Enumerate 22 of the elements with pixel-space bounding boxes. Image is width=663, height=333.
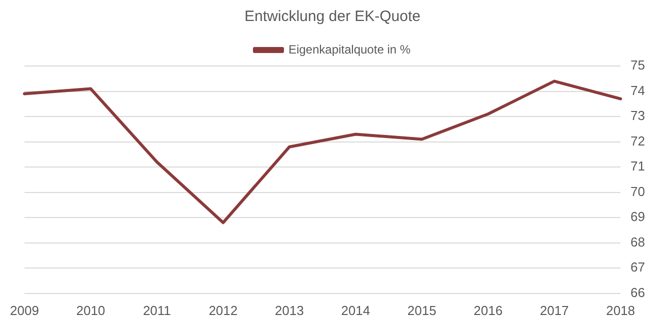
y-tick-label: 68 (630, 234, 646, 250)
x-tick-label: 2010 (76, 302, 106, 318)
x-tick-label: 2009 (10, 302, 39, 318)
y-tick-label: 66 (630, 284, 646, 300)
y-tick-label: 72 (630, 133, 646, 148)
y-tick-label: 69 (630, 209, 646, 224)
y-tick-label: 70 (630, 184, 646, 199)
y-tick-label: 67 (630, 260, 646, 275)
x-tick-label: 2011 (142, 302, 171, 318)
y-tick-label: 75 (630, 58, 646, 73)
x-tick-label: 2014 (341, 302, 370, 318)
y-tick-label: 71 (630, 158, 646, 174)
chart-title: Entwicklung der EK-Quote (244, 8, 420, 26)
y-tick-label: 73 (630, 108, 646, 124)
x-tick-label: 2013 (274, 302, 304, 318)
legend-label: Eigenkapitalquote in % (288, 42, 411, 56)
x-tick-label: 2012 (208, 302, 238, 318)
y-tick-label: 74 (630, 82, 646, 98)
x-tick-label: 2017 (540, 302, 569, 318)
x-tick-label: 2016 (474, 302, 503, 318)
x-tick-label: 2015 (407, 302, 436, 318)
x-tick-label: 2018 (606, 302, 635, 318)
